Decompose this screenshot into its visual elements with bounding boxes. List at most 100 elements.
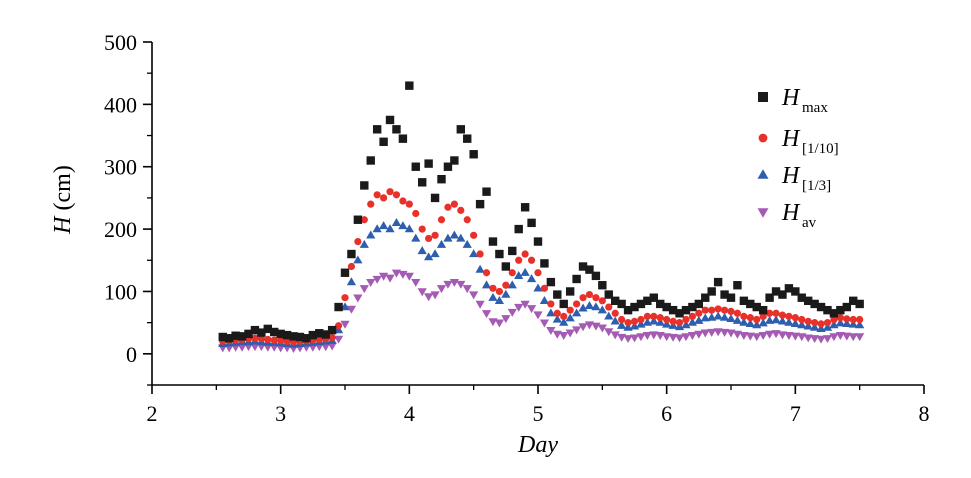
legend-item-h-1-3: H [1/3] xyxy=(757,163,831,194)
axes xyxy=(151,42,924,386)
data-point-h-max xyxy=(591,271,601,281)
data-point-h-1-10 xyxy=(334,322,343,330)
data-point-h-max xyxy=(340,268,350,277)
data-point-h-av xyxy=(764,330,775,339)
x-tick-label: 7 xyxy=(790,401,801,426)
data-point-h-1-10 xyxy=(566,306,574,314)
data-point-h-av xyxy=(526,305,537,314)
data-point-h-av xyxy=(777,331,788,340)
y-tick-label: 500 xyxy=(104,30,137,55)
data-point-h-av xyxy=(481,310,492,319)
data-point-h-1-3 xyxy=(424,252,434,261)
data-point-h-av xyxy=(424,293,434,302)
data-point-h-max xyxy=(701,293,710,302)
data-point-h-1-10 xyxy=(624,319,632,327)
data-point-h-1-3 xyxy=(707,312,717,321)
data-point-h-1-10 xyxy=(740,312,748,320)
data-point-h-1-10 xyxy=(830,315,838,324)
data-point-h-max xyxy=(495,249,504,259)
data-point-h-av xyxy=(552,330,562,339)
data-point-h-av xyxy=(810,335,820,344)
data-point-h-max xyxy=(244,329,253,339)
data-point-h-av xyxy=(359,285,369,294)
data-point-h-1-10 xyxy=(283,337,291,345)
data-point-h-av xyxy=(726,329,736,338)
data-point-h-1-10 xyxy=(811,319,819,327)
data-point-h-1-10 xyxy=(836,314,844,322)
data-point-h-1-10 xyxy=(277,337,285,345)
data-point-h-1-3 xyxy=(745,319,755,328)
data-point-h-max xyxy=(250,325,260,335)
data-point-h-max xyxy=(514,224,523,234)
data-point-h-max xyxy=(733,281,742,290)
data-point-h-1-3 xyxy=(790,319,800,328)
data-point-h-max xyxy=(263,324,272,334)
legend-item-h-max-subscript: max xyxy=(802,100,828,116)
x-axis-label: Day xyxy=(517,432,558,458)
data-point-h-1-3 xyxy=(771,315,781,324)
data-point-h-1-10 xyxy=(399,197,407,205)
data-point-h-1-3 xyxy=(436,239,447,248)
data-point-h-1-3 xyxy=(855,320,865,329)
data-point-h-1-10 xyxy=(804,317,812,325)
y-tick-label: 300 xyxy=(104,155,137,180)
data-point-h-1-3 xyxy=(764,315,775,324)
data-point-h-1-3 xyxy=(726,314,736,323)
data-point-h-av xyxy=(565,329,575,338)
data-point-h-max xyxy=(758,305,768,315)
x-tick-label: 8 xyxy=(919,401,930,426)
data-point-h-av xyxy=(327,342,337,351)
data-point-h-1-10 xyxy=(714,305,722,313)
y-axis-label-symbol: H xyxy=(50,215,76,235)
data-point-h-1-10 xyxy=(264,335,272,344)
data-point-h-max xyxy=(656,299,665,309)
data-point-h-1-10 xyxy=(772,309,780,317)
data-point-h-av xyxy=(745,332,755,341)
data-point-h-max xyxy=(784,284,794,293)
data-point-h-av xyxy=(662,333,672,342)
data-point-h-1-3 xyxy=(507,280,517,289)
data-point-h-av xyxy=(681,333,691,342)
data-point-h-max xyxy=(482,187,491,196)
data-point-h-1-10 xyxy=(856,315,864,324)
data-point-h-max xyxy=(360,181,369,190)
data-point-h-av xyxy=(694,330,704,339)
data-point-h-1-3 xyxy=(617,320,627,329)
data-point-h-av xyxy=(514,303,524,312)
data-point-h-1-10 xyxy=(637,315,645,324)
data-point-h-max xyxy=(578,262,588,271)
data-point-h-av xyxy=(790,332,800,341)
data-point-h-1-10 xyxy=(701,306,709,314)
data-point-h-1-10 xyxy=(823,319,832,327)
data-point-h-1-10 xyxy=(270,336,278,344)
y-axis-label-unit: (cm) xyxy=(50,165,76,216)
data-point-h-max xyxy=(392,125,401,134)
data-point-h-max xyxy=(707,287,716,296)
legend-item-h-av-symbol: H xyxy=(781,200,801,226)
data-point-h-max xyxy=(797,293,806,302)
data-point-h-av xyxy=(822,335,833,344)
data-point-h-max xyxy=(617,299,626,309)
data-point-h-av xyxy=(456,280,466,289)
data-point-h-1-10 xyxy=(682,315,690,324)
data-point-h-max xyxy=(405,81,414,90)
data-point-h-max xyxy=(469,150,478,159)
data-point-h-1-10 xyxy=(766,309,774,317)
data-point-h-1-10 xyxy=(470,231,478,239)
legend-item-h-1-10-symbol: H xyxy=(781,126,801,152)
data-point-h-1-10 xyxy=(328,334,336,342)
data-point-h-av xyxy=(829,333,839,342)
data-point-h-1-10 xyxy=(502,281,510,289)
data-point-h-1-3 xyxy=(417,246,427,255)
data-point-h-1-3 xyxy=(398,221,408,230)
data-point-h-av xyxy=(250,343,260,352)
data-point-h-av xyxy=(243,343,254,352)
data-point-h-1-3 xyxy=(797,320,807,329)
data-point-h-av xyxy=(385,274,395,283)
data-point-h-1-3 xyxy=(366,230,376,239)
data-point-h-av xyxy=(816,335,826,344)
data-point-h-max xyxy=(565,287,575,296)
data-point-h-1-10 xyxy=(425,234,433,243)
data-point-h-max xyxy=(791,287,800,296)
data-point-h-max xyxy=(437,175,446,184)
